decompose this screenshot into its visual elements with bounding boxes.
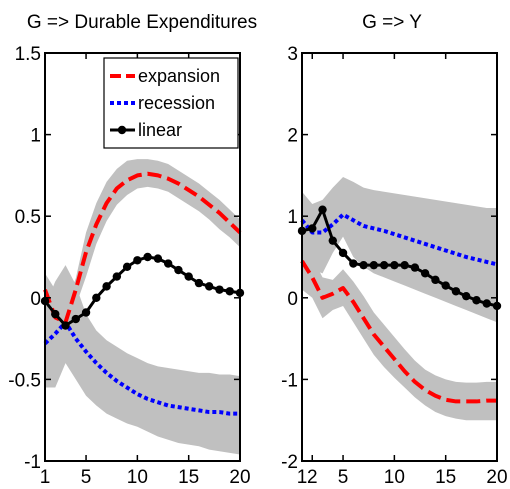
chart-title: G => Durable Expenditures (27, 12, 257, 33)
x-tick-label: 5 (81, 467, 92, 488)
series-point-linear (420, 269, 430, 278)
series-point-linear (482, 299, 491, 308)
series-point-linear (122, 262, 132, 271)
y-tick-label: -1 (281, 370, 298, 391)
series-point-linear (462, 291, 471, 301)
x-tick-label: 1 (297, 467, 308, 488)
series-point-linear (308, 224, 317, 233)
y-tick-label: -0.5 (8, 370, 41, 391)
series-point-linear (102, 282, 111, 291)
series-point-linear (215, 285, 224, 294)
y-tick-label: 0 (287, 289, 298, 310)
y-tick-label: 3 (287, 44, 298, 65)
series-line-recession (300, 212, 498, 267)
x-tick-label: 5 (338, 467, 349, 488)
series-point-linear (369, 260, 379, 270)
x-tick-label: 15 (435, 467, 456, 488)
series-point-linear (143, 252, 152, 262)
series-point-linear (400, 260, 409, 270)
axis-ticks: -1-0.500.511.51 5 10 15 20 (8, 44, 250, 488)
series-point-linear (163, 259, 173, 268)
series-point-linear (472, 296, 481, 305)
series-point-linear (133, 256, 142, 265)
y-tick-label: -2 (281, 452, 298, 473)
series-point-linear (338, 248, 348, 258)
series-point-linear (112, 272, 122, 281)
series-point-linear (174, 265, 183, 275)
series-lines (40, 171, 245, 416)
series-point-linear (379, 260, 389, 270)
legend-label-expansion: expansion (138, 66, 220, 86)
series-point-linear (441, 281, 450, 290)
series-point-linear (451, 287, 461, 296)
x-tick-label: 20 (486, 467, 507, 488)
y-tick-label: 2 (287, 126, 298, 147)
series-line-expansion (43, 171, 242, 325)
band-0 (45, 159, 240, 331)
y-tick-label: 1.5 (15, 44, 41, 65)
x-tick-label: 2 (307, 467, 318, 488)
x-tick-label: 10 (127, 467, 148, 488)
series-point-linear (359, 260, 368, 270)
series-point-linear (328, 236, 337, 245)
series-point-linear (205, 282, 214, 291)
x-tick-label: 15 (178, 467, 199, 488)
series-point-linear (184, 272, 193, 281)
series-point-linear (431, 275, 440, 285)
axes-frame (301, 52, 498, 462)
legend: expansion recession linear (103, 57, 239, 149)
y-tick-label: -1 (24, 452, 41, 473)
x-tick-label: 20 (229, 467, 250, 488)
series-point-linear (225, 287, 234, 296)
series-point-linear (390, 260, 399, 270)
series-point-linear (194, 278, 204, 288)
y-tick-label: 1 (287, 207, 298, 228)
series-point-linear (410, 263, 420, 272)
band-1 (302, 236, 497, 421)
x-tick-label: 10 (384, 467, 405, 488)
chart-title: G => Y (362, 12, 422, 33)
legend-marker (117, 125, 127, 135)
series-point-linear (71, 314, 80, 324)
y-tick-label: 0 (30, 289, 41, 310)
series-point-linear (153, 254, 163, 263)
series-line-recession (43, 320, 240, 416)
y-tick-label: 0.5 (15, 207, 41, 228)
series-point-linear (51, 309, 60, 319)
x-tick-label: 1 (40, 467, 51, 488)
series-lines (297, 205, 502, 404)
series-point-linear (81, 308, 91, 317)
series-point-linear (61, 321, 70, 330)
series-point-linear (349, 259, 358, 268)
series-point-linear (318, 205, 327, 214)
panel-durable-expenditures: G => Durable Expenditures -1 -0.5 0 0.5 1 1.5… (8, 12, 257, 488)
series-point-linear (92, 293, 101, 302)
y-tick-label: 1 (30, 126, 41, 147)
legend-label-linear: linear (138, 120, 182, 140)
axes-frame (44, 52, 241, 462)
legend-label-recession: recession (138, 93, 215, 113)
confidence-bands (45, 159, 240, 455)
band-1 (45, 265, 240, 455)
series-line-expansion (300, 260, 497, 404)
